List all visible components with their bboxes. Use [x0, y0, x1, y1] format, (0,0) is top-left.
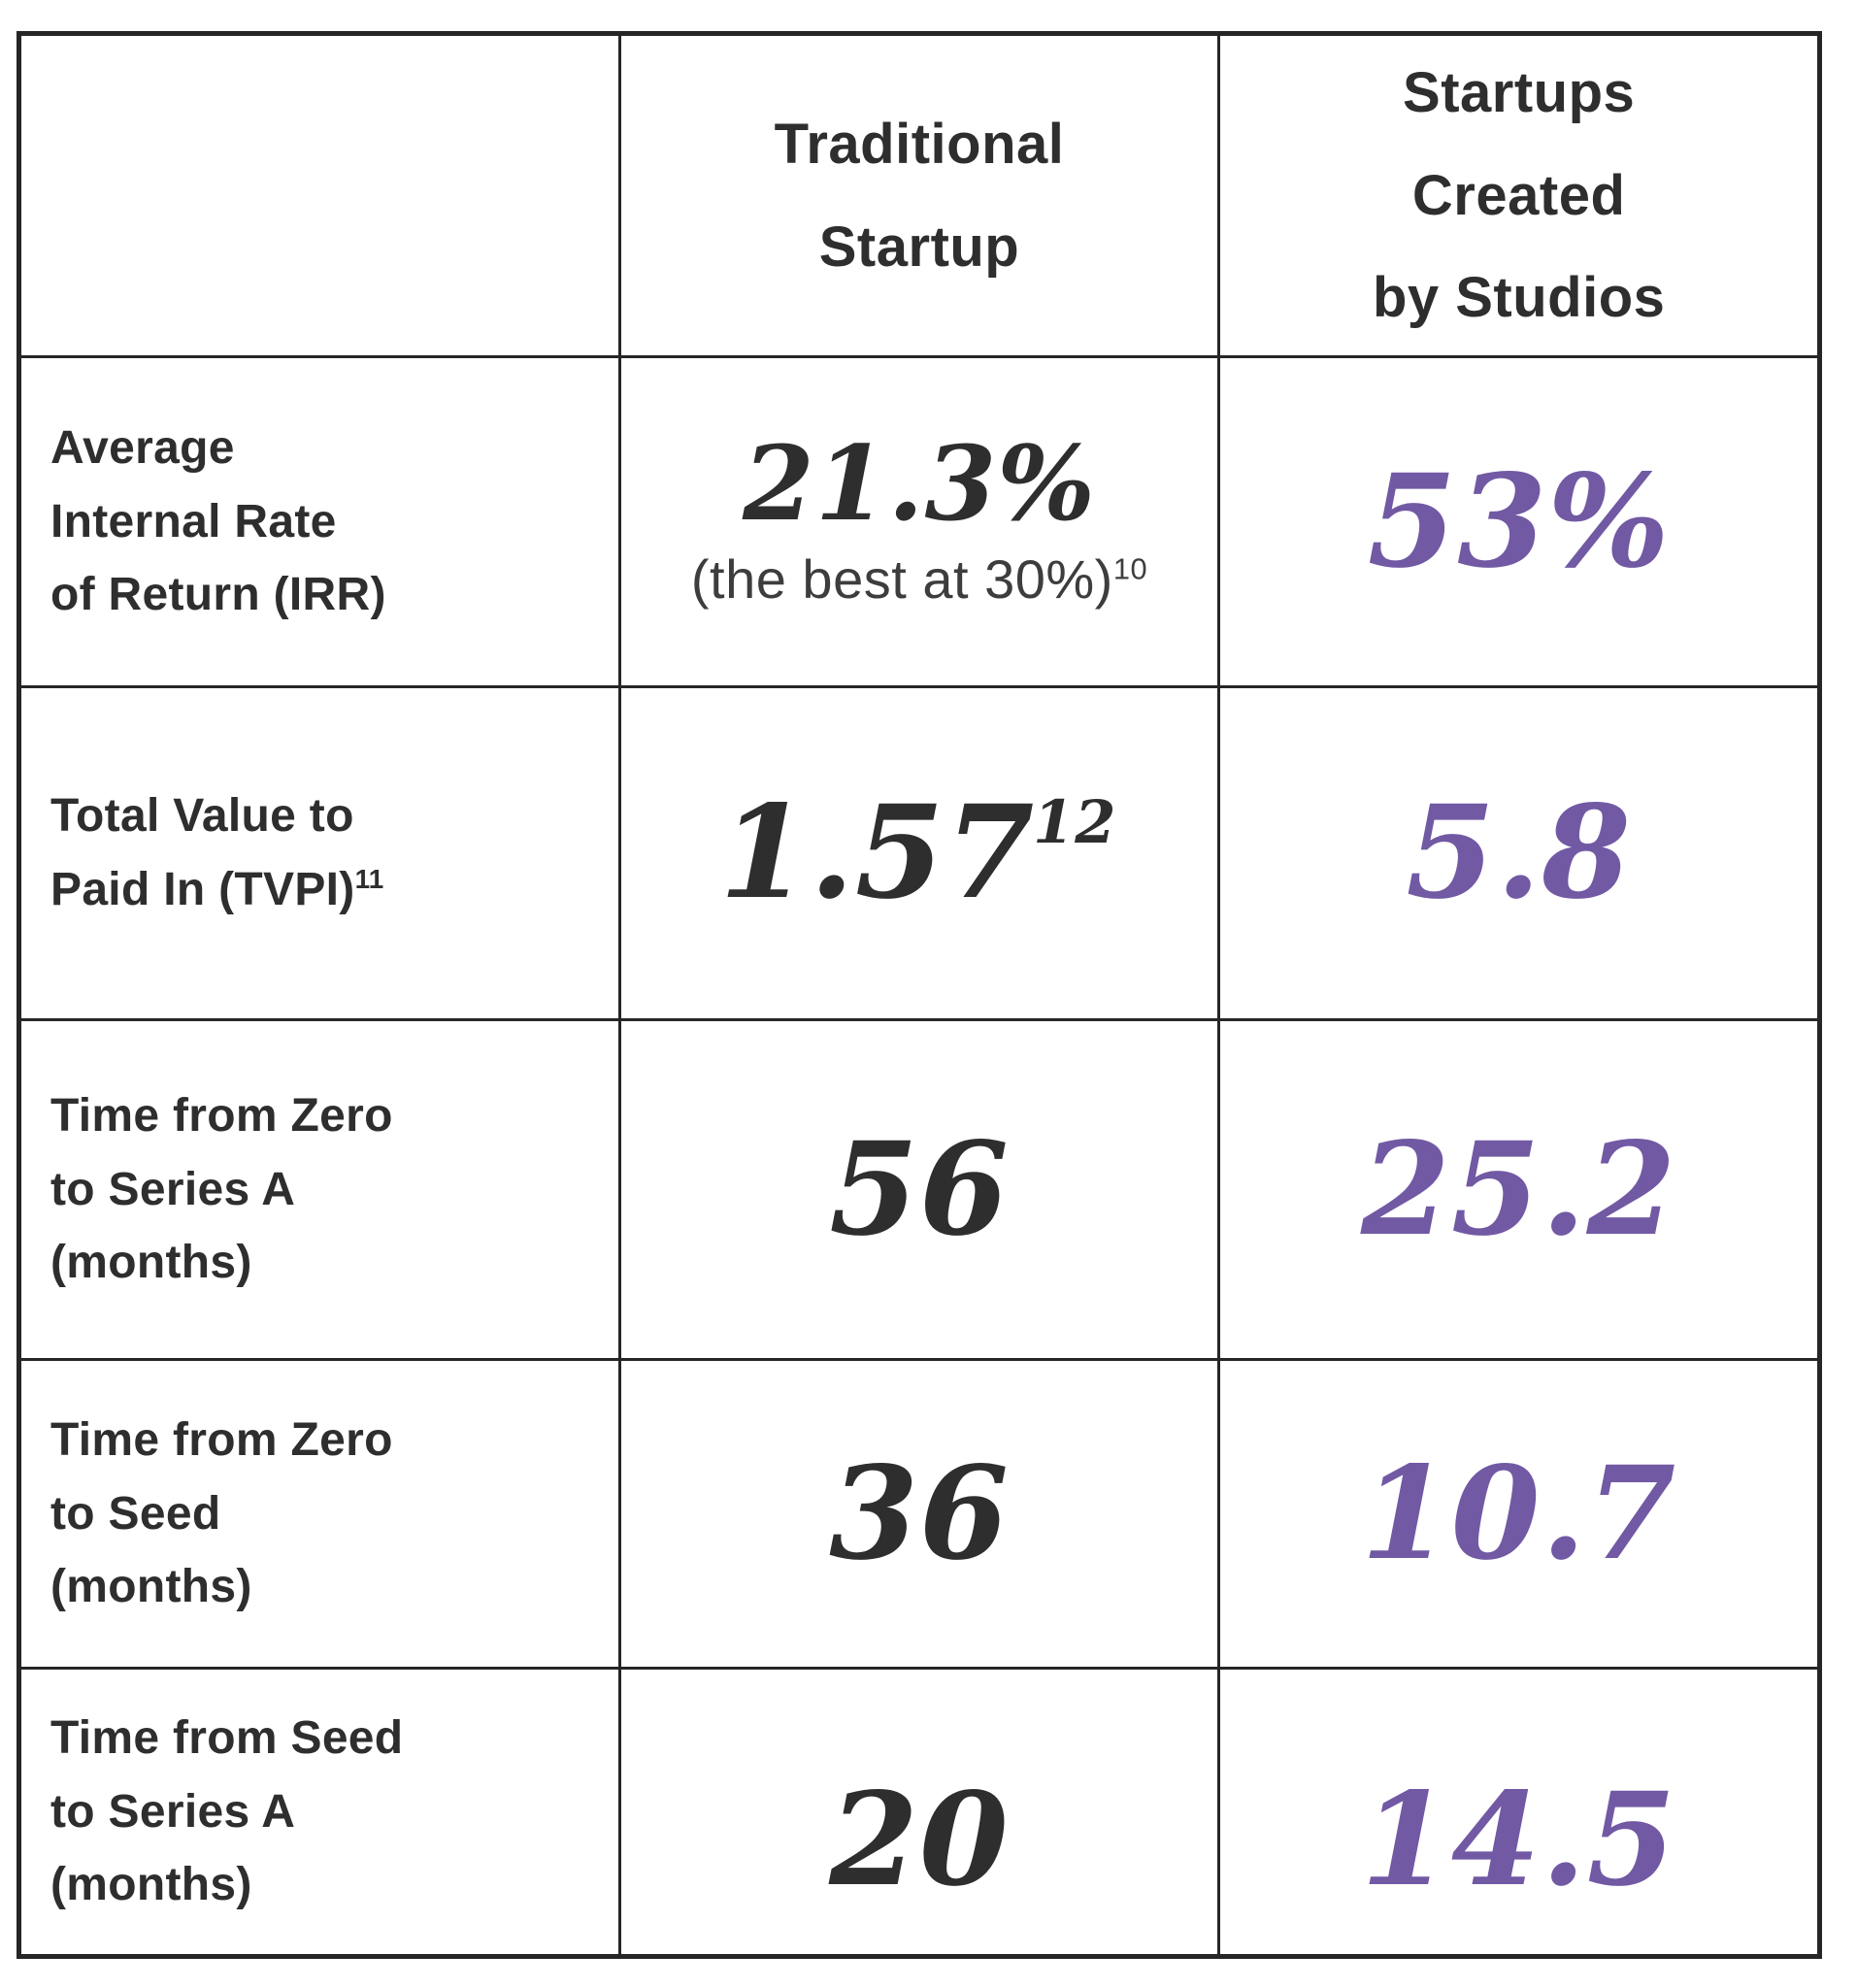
metric-note: (the best at 30%)10	[622, 548, 1217, 611]
metric-value: 56	[829, 1113, 1010, 1265]
row-label-tvpi: Total Value to Paid In (TVPI)11	[17, 685, 621, 1021]
table-row-irr: Average Internal Rate of Return (IRR) 21…	[17, 355, 1821, 688]
value-zero-to-series-a-studios: 25.2	[1217, 1018, 1821, 1361]
metric-value: 1.5712	[622, 789, 1217, 917]
label-line: Total Value to	[50, 790, 354, 843]
label-line: Time from Seed	[50, 1711, 404, 1764]
metric-value: 5.8	[1406, 778, 1632, 928]
header-row: Traditional Startup Startups Created by …	[17, 32, 1821, 358]
header-line: Created	[1411, 163, 1626, 227]
footnote-ref-11: 11	[354, 864, 384, 894]
label-line: Time from Zero	[50, 1413, 393, 1466]
row-label-irr: Average Internal Rate of Return (IRR)	[17, 355, 621, 688]
label-line: to Series A	[50, 1785, 296, 1838]
label-line: of Return (IRR)	[50, 569, 386, 621]
header-cell-traditional-startup: Traditional Startup	[617, 32, 1221, 358]
value-irr-traditional: 21.3% (the best at 30%)10	[617, 355, 1221, 688]
value-tvpi-traditional: 1.5712	[617, 685, 1221, 1021]
note-text: (the best at 30%)	[690, 548, 1113, 611]
table-row-seed-to-series-a: Time from Seed to Series A (months) 20 1…	[17, 1667, 1821, 1958]
metric-value: 53%	[1367, 446, 1671, 597]
value-zero-to-seed-traditional: 36	[617, 1358, 1221, 1670]
metric-value: 20	[829, 1765, 1010, 1915]
row-label-zero-to-seed: Time from Zero to Seed (months)	[17, 1358, 621, 1670]
value-zero-to-series-a-traditional: 56	[617, 1018, 1221, 1361]
metric-value: 25.2	[1360, 1113, 1677, 1265]
comparison-table: Traditional Startup Startups Created by …	[17, 31, 1822, 1959]
footnote-ref-10: 10	[1112, 551, 1148, 586]
label-line: Internal Rate	[50, 495, 337, 547]
row-label-seed-to-series-a: Time from Seed to Series A (months)	[17, 1667, 621, 1958]
table-row-zero-to-series-a: Time from Zero to Series A (months) 56 2…	[17, 1018, 1821, 1361]
value-tvpi-studios: 5.8	[1217, 685, 1821, 1021]
label-line: to Seed	[50, 1487, 221, 1540]
metric-value: 10.7	[1360, 1438, 1677, 1589]
label-line: Time from Zero	[50, 1089, 393, 1142]
header-cell-empty	[17, 32, 621, 358]
header-line: by Studios	[1372, 266, 1666, 330]
value-seed-to-series-a-studios: 14.5	[1217, 1667, 1821, 1958]
header-line: Traditional	[774, 112, 1065, 176]
label-line: Average	[50, 421, 235, 474]
header-cell-startups-by-studios: Startups Created by Studios	[1217, 32, 1821, 358]
value-zero-to-seed-studios: 10.7	[1217, 1358, 1821, 1670]
value-text: 1.57	[718, 778, 1036, 928]
header-line: Startups	[1403, 61, 1636, 125]
metric-value: 14.5	[1360, 1765, 1677, 1915]
value-irr-studios: 53%	[1217, 355, 1821, 688]
label-text: Paid In (TVPI)	[50, 864, 355, 915]
label-line: Paid In (TVPI)11	[50, 853, 617, 927]
table-row-tvpi: Total Value to Paid In (TVPI)11 1.5712 5…	[17, 685, 1821, 1021]
label-line: (months)	[50, 1237, 252, 1289]
header-line: Startup	[818, 215, 1020, 279]
table-row-zero-to-seed: Time from Zero to Seed (months) 36 10.7	[17, 1358, 1821, 1670]
metric-value: 21.3%	[743, 422, 1096, 545]
value-seed-to-series-a-traditional: 20	[617, 1667, 1221, 1958]
footnote-ref-12: 12	[1033, 788, 1117, 858]
label-line: (months)	[50, 1859, 252, 1911]
metric-value: 36	[829, 1438, 1010, 1589]
label-line: (months)	[50, 1561, 252, 1613]
label-line: to Series A	[50, 1163, 296, 1215]
row-label-zero-to-series-a: Time from Zero to Series A (months)	[17, 1018, 621, 1361]
